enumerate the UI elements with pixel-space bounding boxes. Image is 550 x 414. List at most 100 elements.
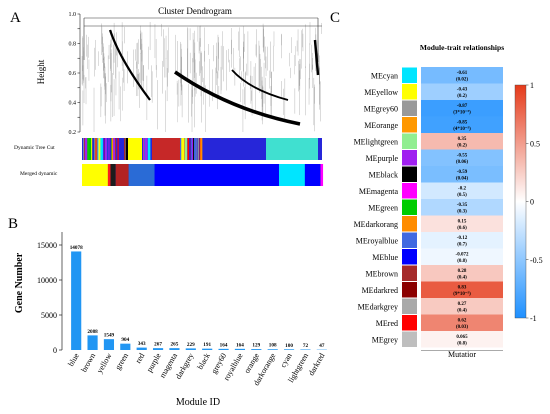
heatmap-row-label: MEbrown [366, 269, 398, 278]
bar-darkorange [267, 349, 278, 350]
module-color-stripe [181, 138, 185, 160]
module-color-stripe [200, 138, 203, 160]
heatmap-cell-correlation: -0.59 [457, 170, 468, 175]
heatmap-cell-MEdarkgrey [421, 298, 503, 315]
module-color-stripe [184, 138, 188, 160]
heatmap-cell-MEyellow [421, 83, 503, 100]
heatmap-row-label: MEdarkred [362, 286, 398, 295]
bar-chart-y-tick-label: 0 [53, 346, 57, 355]
module-swatch-MEgreen [402, 199, 417, 215]
module-color-stripe [320, 164, 324, 186]
bar-darkgrey [185, 348, 196, 350]
bar-brown [87, 335, 98, 350]
module-color-stripe [117, 138, 119, 160]
bar-chart-ylabel: Gene Number [14, 252, 25, 313]
heatmap-xlabel: Mutatior [448, 350, 476, 359]
heatmap-row-label: MEcyan [371, 71, 398, 80]
dendrogram-y-tick-label: 0.6 [69, 71, 77, 77]
bar-chart-xlabel: Module ID [176, 397, 220, 408]
heatmap-cell-correlation: -0.35 [457, 203, 468, 208]
module-swatch-MEorange [402, 117, 417, 133]
module-color-stripe [95, 138, 97, 160]
merged-dynamic-label: Merged dynamic [20, 171, 58, 177]
bar-value-label: 2088 [87, 329, 98, 335]
bar-value-label: 267 [154, 342, 162, 348]
module-swatch-MEyellow [402, 84, 417, 100]
heatmap-cell-pvalue: (0.3) [457, 210, 467, 215]
heatmap-cell-correlation: 0.27 [458, 302, 467, 307]
module-color-stripe [107, 164, 111, 186]
heatmap-cell-MEroyalblue [421, 232, 503, 249]
heatmap-title: Module-trait relationships [420, 43, 504, 52]
module-color-stripe [187, 138, 190, 160]
module-swatch-MEroyalblue [402, 232, 417, 248]
heatmap-row-label: MEpurple [366, 154, 399, 163]
module-color-stripe [154, 164, 279, 186]
bar-chart-y-tick-label: 10000 [37, 276, 57, 285]
bar-value-label: 100 [285, 343, 293, 349]
module-color-stripe [183, 138, 185, 160]
heatmap-cell-correlation: 0.35 [458, 137, 467, 142]
heatmap-cell-MEdarkred [421, 281, 503, 298]
bar-orange [251, 349, 262, 350]
heatmap-cell-pvalue: (0.2) [457, 144, 467, 149]
heatmap-row-label: MEgrey60 [364, 104, 398, 113]
module-color-stripe [100, 138, 103, 160]
panel-b-label: B [8, 216, 18, 232]
heatmap-cell-correlation: -0.55 [457, 154, 468, 159]
bar-category-label: green [113, 352, 130, 372]
module-color-stripe [190, 138, 193, 160]
bar-category-label: darkred [307, 352, 327, 378]
module-color-stripe [125, 138, 129, 160]
bar-green [120, 343, 131, 350]
bar-value-label: 164 [220, 342, 228, 348]
heatmap-cell-correlation: -0.61 [457, 71, 468, 76]
heatmap-cell-MEblue [421, 248, 503, 265]
dendrogram-top-branches [83, 17, 322, 62]
bar-purple [152, 348, 164, 350]
module-color-stripe [88, 138, 91, 160]
module-swatch-MEmagenta [402, 183, 417, 199]
module-swatch-MEblack [402, 166, 417, 182]
dendrogram-y-tick-label: 0.2 [69, 130, 77, 136]
heatmap-cell-correlation: -0.87 [457, 104, 468, 109]
bar-chart-y-tick-label: 5000 [41, 311, 57, 320]
module-swatch-MEdarkgrey [402, 298, 417, 314]
heatmap-cell-pvalue: (0.06) [456, 160, 468, 165]
dendrogram-tree [81, 17, 322, 132]
heatmap-cell-MElightgreen [421, 133, 503, 150]
bar-value-label: 343 [138, 341, 146, 347]
bar-value-label: 191 [203, 342, 211, 348]
bar-value-label: 904 [121, 337, 129, 343]
module-color-stripe [82, 164, 108, 186]
bar-value-label: 1549 [104, 333, 115, 339]
bar-value-label: 265 [171, 342, 179, 348]
heatmap-cell-MEgreen [421, 199, 503, 216]
module-color-stripe [98, 138, 101, 160]
module-swatch-MEdarkred [402, 282, 417, 298]
heatmap-row-label: MEdarkgrey [358, 302, 398, 311]
heatmap-row-label: MEgrey [372, 335, 398, 344]
dendrogram-y-tick-label: 1.0 [69, 12, 77, 18]
heatmap-cell-pvalue: (0.7) [457, 243, 467, 248]
heatmap-cell-correlation: -0.2 [458, 187, 466, 192]
bar-value-label: 14078 [70, 245, 83, 251]
module-color-stripe [147, 138, 151, 160]
module-color-stripe [278, 164, 305, 186]
heatmap-cell-correlation: -0.12 [457, 236, 468, 241]
bar-chart-axes: 0 5000 10000 15000 [37, 232, 63, 355]
module-color-bars [82, 138, 324, 186]
module-color-stripe [179, 138, 182, 160]
colorbar-bar [514, 84, 527, 319]
heatmap-cell-correlation: 0.62 [458, 319, 467, 324]
bar-cyan [283, 349, 295, 350]
bar-chart-bars: 14078blue2088brown1549yellow904green343r… [66, 245, 327, 387]
module-swatch-MEgrey60 [402, 100, 417, 116]
module-color-stripe [84, 138, 88, 160]
module-color-stripe [108, 138, 110, 160]
module-color-stripe [194, 138, 197, 160]
dynamic-tree-cut-label: Dynamic Tree Cut [14, 145, 55, 151]
heatmap-cell-pvalue: (0.4) [457, 276, 467, 281]
module-color-stripe [143, 138, 145, 160]
heatmap-cell-MEdarkorang [421, 215, 503, 232]
